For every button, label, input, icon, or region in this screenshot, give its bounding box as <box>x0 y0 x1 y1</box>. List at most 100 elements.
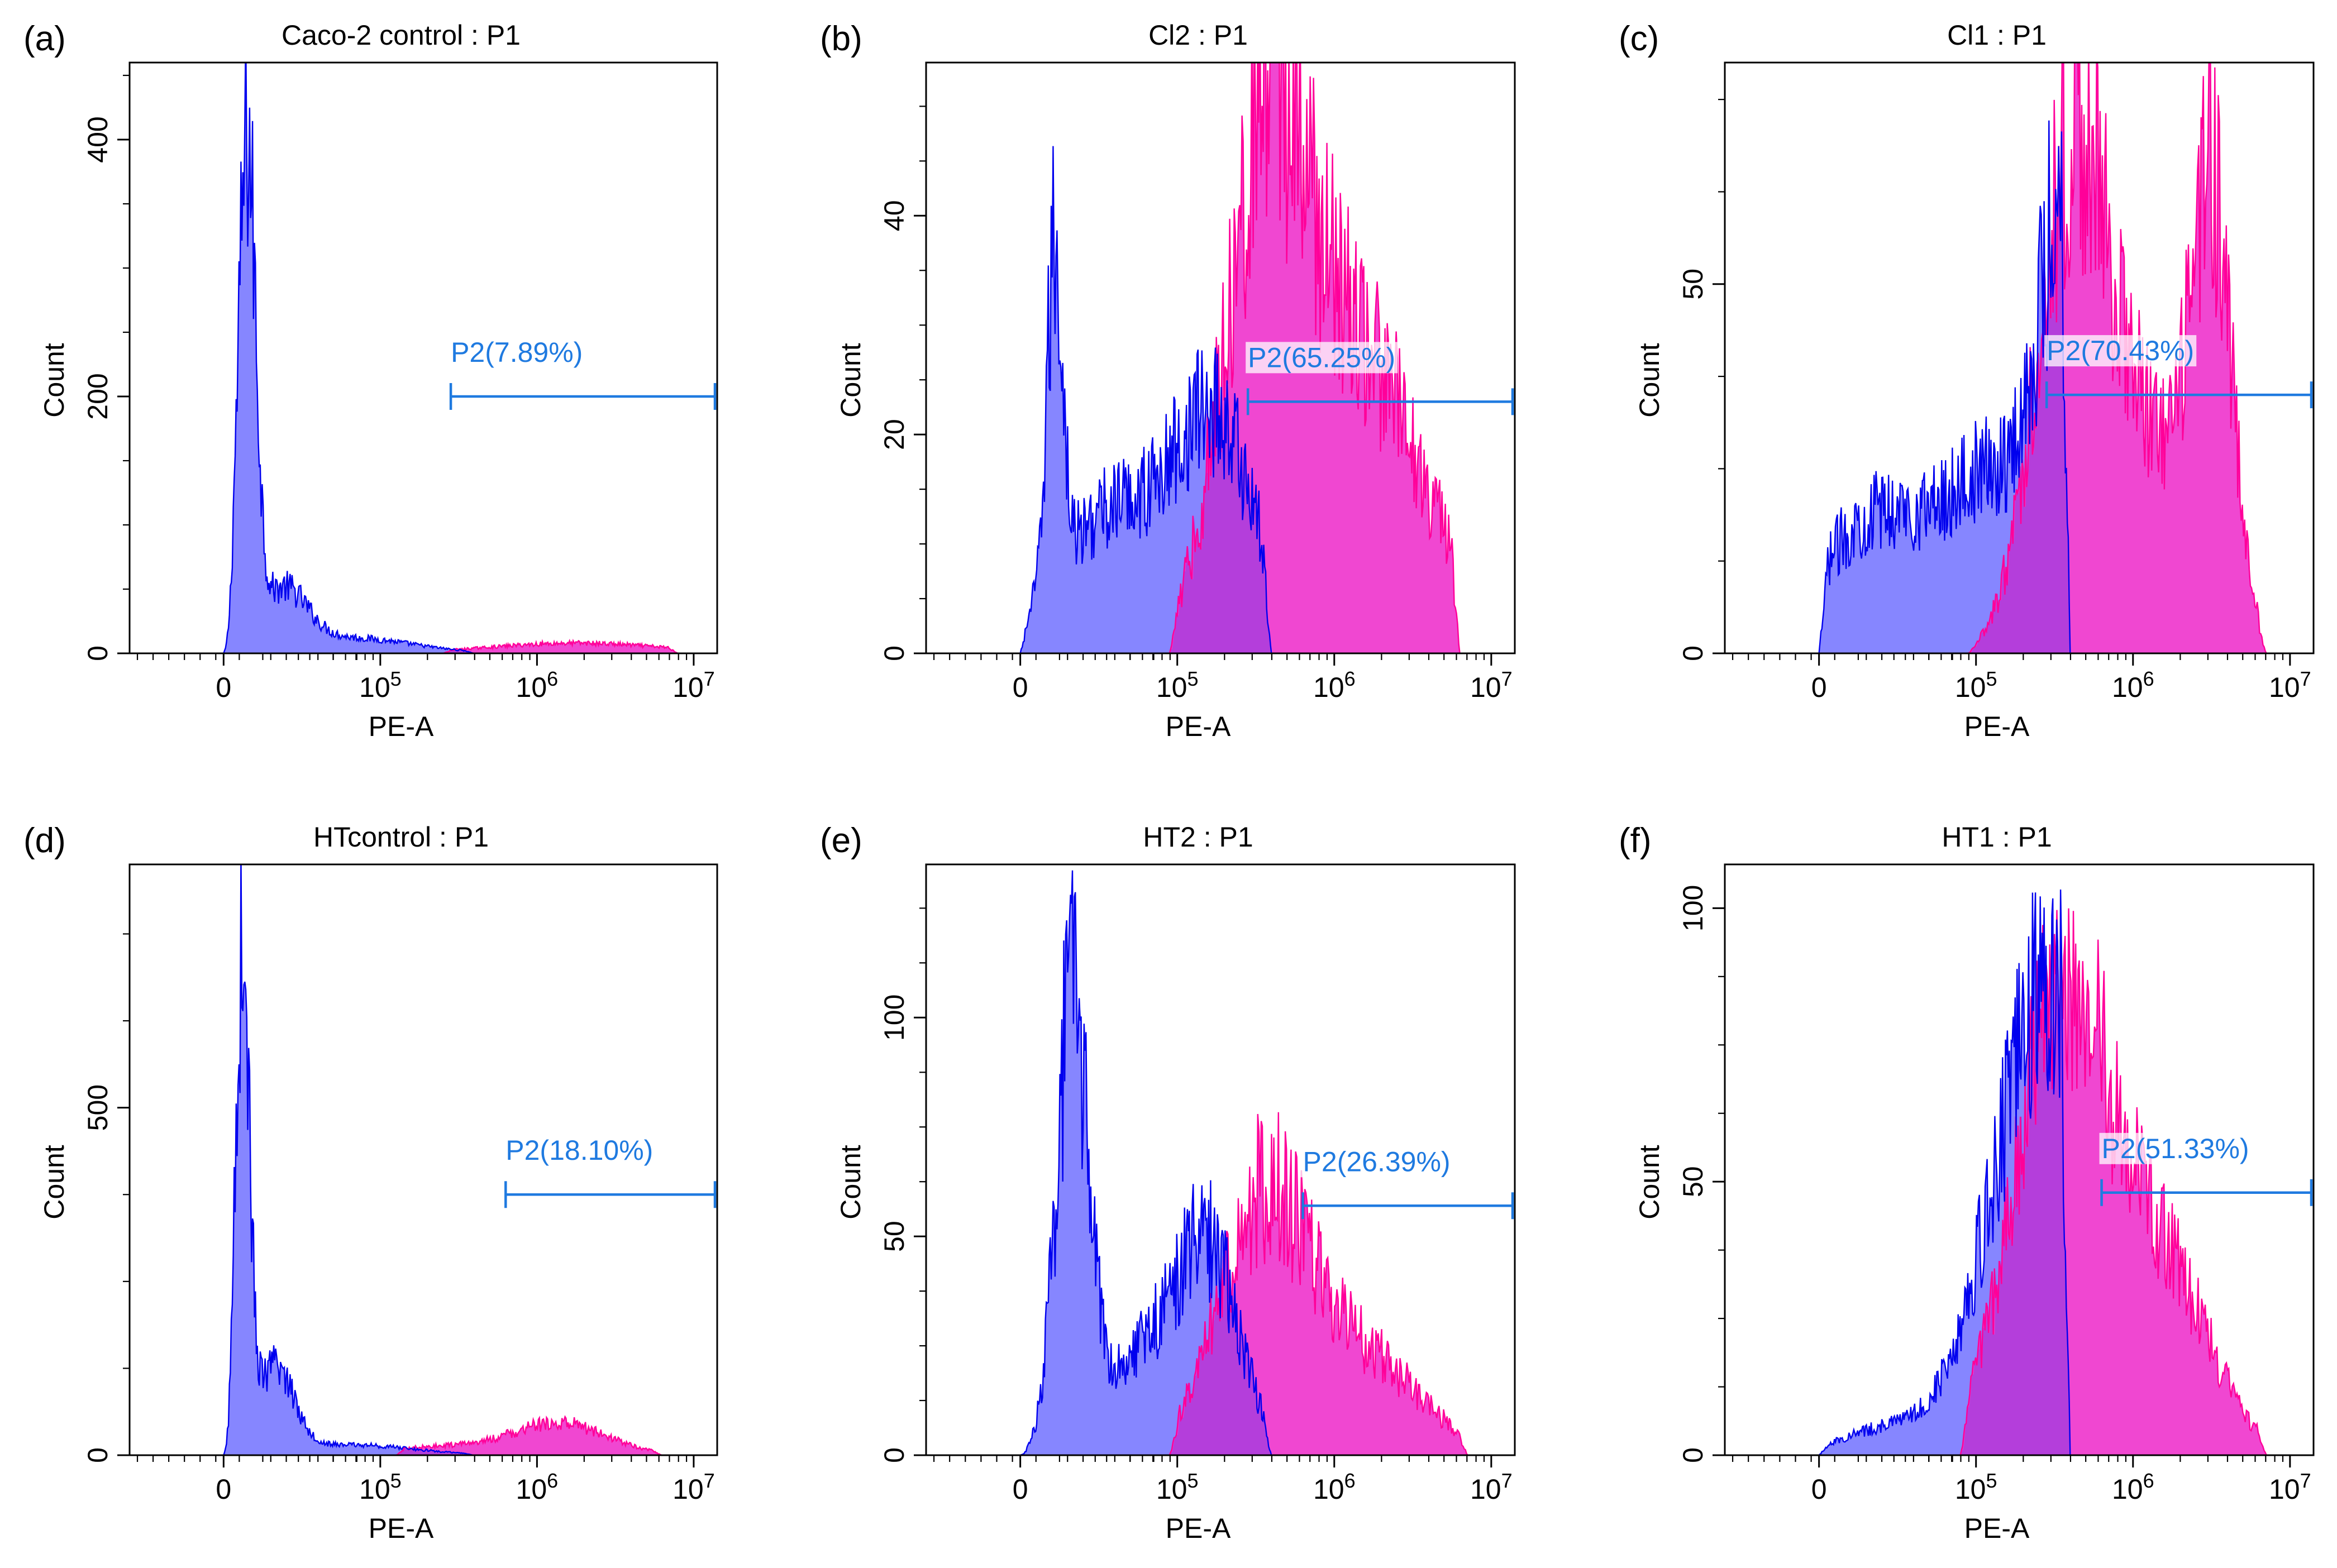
plot-frame <box>128 863 718 1456</box>
x-tick-label: 105 <box>1955 1469 1997 1505</box>
x-tick-label: 107 <box>1470 1469 1513 1505</box>
y-tick-label: 0 <box>82 1447 113 1463</box>
plot-frame <box>925 863 1516 1456</box>
x-tick-label: 0 <box>1013 1474 1028 1505</box>
x-tick-label: 107 <box>673 1469 715 1505</box>
x-axis-label: PE-A <box>1964 1513 2030 1544</box>
blue-histogram-area <box>223 63 475 653</box>
y-tick-label: 50 <box>1677 1166 1709 1197</box>
gate-label-background <box>2044 335 2197 367</box>
x-tick-label: 105 <box>359 1469 402 1505</box>
x-axis-label: PE-A <box>1964 711 2030 742</box>
y-axis-label: Count <box>835 1145 866 1220</box>
gate-label: P2(70.43%) <box>2047 335 2194 366</box>
y-tick-label: 50 <box>1677 269 1709 300</box>
panel-letter: (e) <box>820 821 862 860</box>
plot-frame <box>1724 61 2315 654</box>
panel-letter: (b) <box>820 20 862 58</box>
y-tick-label: 100 <box>879 995 910 1041</box>
x-tick-label: 107 <box>2269 1469 2311 1505</box>
y-tick-label: 0 <box>879 1447 910 1463</box>
panel-d: 0 500 0 105 106 107 PE-A Count HTcontrol : P1 (d)… <box>23 821 718 1544</box>
panel-title: Caco-2 control : P1 <box>282 20 521 51</box>
panel-e: 0 50 100 0 105 106 107 PE-A Count HT2 : P1 (e) P2(2… <box>820 821 1516 1544</box>
blue-histogram-line <box>223 864 475 1455</box>
gate-label: P2(18.10%) <box>505 1135 653 1166</box>
pink-histogram-line <box>395 1415 663 1455</box>
x-tick-label: 107 <box>673 667 715 703</box>
panel-title: Cl1 : P1 <box>1947 20 2047 51</box>
panel-c: 0 50 0 105 106 107 PE-A Count Cl1 : P1 (c) P2(70.4… <box>1619 20 2315 742</box>
panel-letter: (f) <box>1619 821 1652 860</box>
x-tick-label: 0 <box>1811 672 1827 703</box>
x-tick-label: 0 <box>1811 1474 1827 1505</box>
pink-histogram-line <box>1968 63 2267 653</box>
x-tick-label: 105 <box>1156 667 1199 703</box>
pink-histogram-area <box>395 1417 662 1455</box>
x-tick-label: 106 <box>1313 667 1356 703</box>
y-tick-label: 100 <box>1677 885 1709 931</box>
x-tick-label: 106 <box>516 667 559 703</box>
pink-histogram-area <box>443 640 678 653</box>
x-axis-label: PE-A <box>1166 711 1231 742</box>
panel-letter: (d) <box>23 821 66 860</box>
y-tick-label: 200 <box>82 373 113 419</box>
blue-histogram-line <box>1818 120 2071 653</box>
gate-label-background <box>449 337 585 368</box>
blue-histogram-line <box>1818 889 2071 1455</box>
x-axis-label: PE-A <box>369 1513 434 1544</box>
panel-title: HTcontrol : P1 <box>313 821 489 853</box>
x-tick-label: 106 <box>1313 1469 1356 1505</box>
panel-title: Cl2 : P1 <box>1148 20 1248 51</box>
x-tick-label: 105 <box>1955 667 1997 703</box>
pink-histogram-line <box>1959 908 2267 1455</box>
panel-title: HT2 : P1 <box>1143 821 1253 853</box>
x-tick-label: 106 <box>2112 667 2154 703</box>
x-tick-label: 105 <box>1156 1469 1199 1505</box>
blue-histogram-line <box>1020 870 1272 1455</box>
pink-histogram-line <box>442 638 679 653</box>
y-tick-label: 50 <box>879 1221 910 1252</box>
x-tick-label: 106 <box>516 1469 559 1505</box>
x-axis-label: PE-A <box>369 711 434 742</box>
panel-letter: (a) <box>23 20 66 58</box>
x-tick-label: 0 <box>216 672 231 703</box>
x-tick-label: 106 <box>2112 1469 2154 1505</box>
y-tick-label: 20 <box>879 419 910 450</box>
overlap-histogram-area <box>1819 162 2071 653</box>
x-tick-label: 107 <box>1470 667 1513 703</box>
gate-label-background <box>2099 1132 2252 1164</box>
x-tick-label: 105 <box>359 667 402 703</box>
y-axis-label: Count <box>39 343 70 418</box>
x-tick-label: 0 <box>216 1474 231 1505</box>
blue-histogram-area <box>1020 870 1272 1455</box>
gate-label: P2(51.33%) <box>2102 1133 2249 1164</box>
pink-histogram-line <box>1168 1112 1468 1455</box>
y-tick-label: 0 <box>82 646 113 661</box>
panel-f: 0 50 100 0 105 106 107 PE-A Count HT1 : P1 (f) P2(5… <box>1619 821 2315 1544</box>
plot-frame <box>128 61 718 654</box>
gate-label: P2(26.39%) <box>1303 1146 1451 1177</box>
blue-histogram-line <box>1019 146 1272 653</box>
y-tick-label: 0 <box>879 646 910 661</box>
y-axis-label: Count <box>39 1145 70 1220</box>
plot-frame <box>1724 863 2315 1456</box>
y-tick-label: 0 <box>1677 646 1709 661</box>
overlap-histogram-area <box>1819 925 2071 1455</box>
gate-label: P2(65.25%) <box>1248 342 1395 373</box>
y-tick-label: 40 <box>879 200 910 231</box>
gate-label-background <box>1246 342 1398 374</box>
y-tick-label: 500 <box>82 1084 113 1131</box>
y-axis-label: Count <box>1634 1145 1665 1220</box>
gate-label: P2(7.89%) <box>451 337 583 368</box>
y-axis-label: Count <box>1634 343 1665 418</box>
x-tick-label: 107 <box>2269 667 2311 703</box>
blue-histogram-area <box>223 864 475 1455</box>
panel-letter: (c) <box>1619 20 1659 58</box>
panel-b: 0 20 40 0 105 106 107 PE-A Count Cl2 : P1 (b) P2(65… <box>820 20 1516 742</box>
x-tick-label: 0 <box>1013 672 1028 703</box>
gate-label-background <box>503 1135 656 1167</box>
panel-title: HT1 : P1 <box>1942 821 2052 853</box>
y-axis-label: Count <box>835 343 866 418</box>
